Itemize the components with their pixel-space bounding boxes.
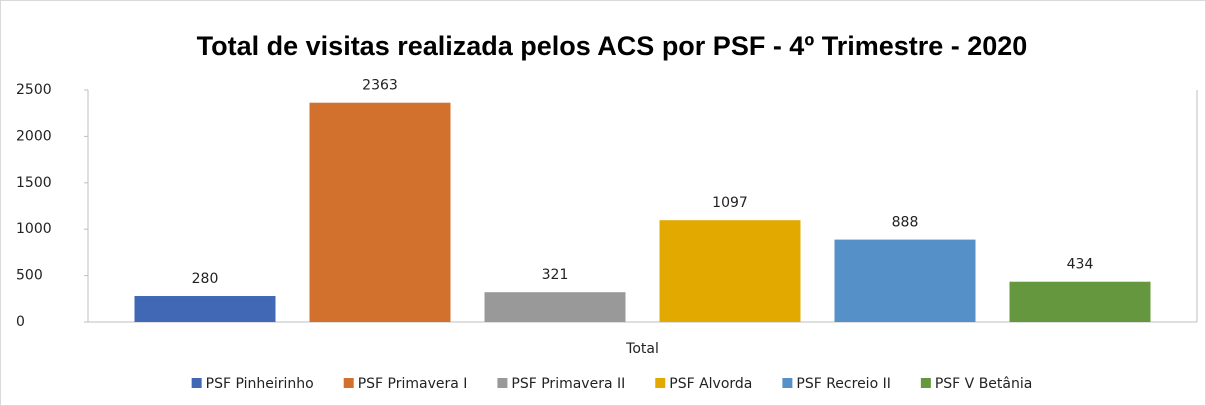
y-tick-label: 2500	[16, 82, 52, 98]
bar	[834, 239, 976, 322]
legend-label: PSF Pinheirinho	[206, 376, 314, 392]
y-tick-label: 500	[16, 268, 43, 284]
legend-label: PSF Primavera I	[358, 376, 468, 392]
legend-label: PSF Alvorda	[669, 376, 752, 392]
bar	[309, 102, 451, 323]
x-tick-label: Total	[625, 341, 659, 357]
legend-swatch	[343, 378, 354, 388]
legend-label: PSF V Betânia	[935, 376, 1033, 392]
legend-swatch	[191, 378, 202, 388]
data-label: 2363	[362, 78, 398, 94]
bar	[1009, 281, 1151, 322]
bar	[484, 292, 626, 322]
y-tick-label: 1000	[16, 221, 52, 237]
legend-swatch	[920, 378, 931, 388]
y-tick-label: 0	[16, 314, 25, 330]
legend-swatch	[655, 378, 666, 388]
data-label: 321	[542, 267, 569, 283]
y-tick-label: 2000	[16, 128, 52, 144]
bar	[134, 296, 276, 322]
y-tick-label: 1500	[16, 175, 52, 191]
legend-label: PSF Primavera II	[511, 376, 625, 392]
bar	[659, 220, 801, 322]
chart-title: Total de visitas realizada pelos ACS por…	[197, 31, 1028, 61]
legend-label: PSF Recreio II	[796, 376, 890, 392]
legend-swatch	[497, 378, 508, 388]
legend-swatch	[782, 378, 793, 388]
data-label: 888	[892, 215, 919, 231]
data-label: 434	[1067, 257, 1094, 273]
data-label: 280	[192, 271, 219, 287]
data-label: 1097	[712, 195, 748, 211]
